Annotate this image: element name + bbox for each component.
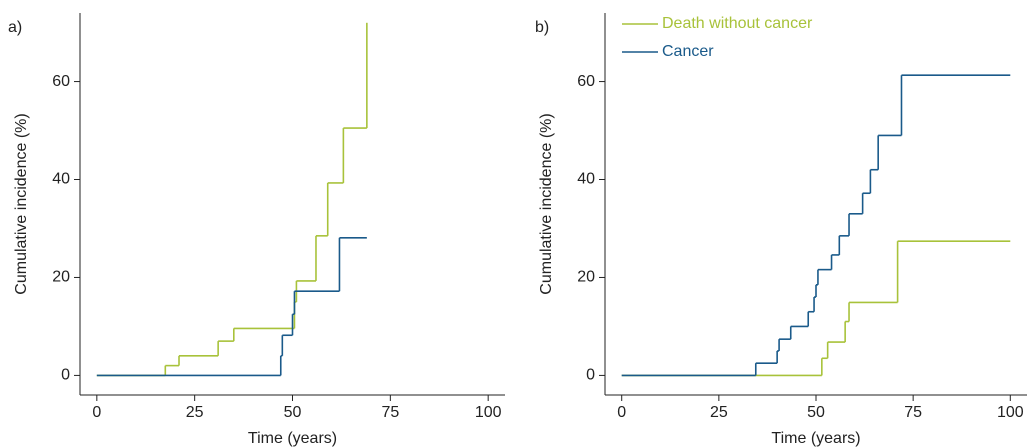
y-tick-label: 0	[61, 367, 70, 384]
legend-label: Cancer	[662, 43, 714, 60]
x-axis-label: Time (years)	[771, 430, 860, 447]
y-tick-label: 40	[52, 171, 70, 188]
panel-label: a)	[8, 19, 22, 36]
x-tick-label: 75	[904, 404, 922, 421]
x-tick-label: 100	[475, 404, 502, 421]
y-tick-label: 0	[586, 367, 595, 384]
y-tick-label: 20	[52, 269, 70, 286]
x-tick-label: 0	[617, 404, 626, 421]
panel-label: b)	[535, 19, 549, 36]
y-tick-label: 60	[577, 73, 595, 90]
x-tick-label: 50	[284, 404, 302, 421]
x-tick-label: 25	[710, 404, 728, 421]
y-tick-label: 20	[577, 269, 595, 286]
y-axis-label: Cumulative incidence (%)	[538, 113, 555, 294]
x-tick-label: 75	[381, 404, 399, 421]
x-tick-label: 0	[92, 404, 101, 421]
legend-label: Death without cancer	[662, 15, 813, 32]
x-tick-label: 25	[186, 404, 204, 421]
x-tick-label: 50	[807, 404, 825, 421]
y-axis-label: Cumulative incidence (%)	[13, 113, 30, 294]
y-tick-label: 60	[52, 73, 70, 90]
x-axis-label: Time (years)	[248, 430, 337, 447]
x-tick-label: 100	[997, 404, 1024, 421]
y-tick-label: 40	[577, 171, 595, 188]
